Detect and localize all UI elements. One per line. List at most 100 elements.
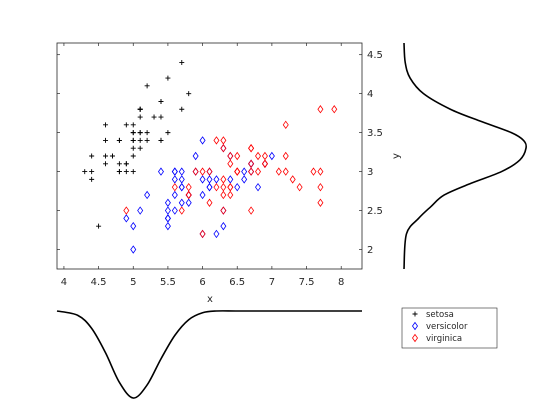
point-versicolor	[199, 229, 206, 239]
point-setosa	[179, 106, 185, 112]
legend-marker-virginica	[412, 333, 418, 343]
x-tick-label: 4	[61, 277, 67, 288]
point-versicolor	[130, 245, 137, 254]
point-versicolor	[178, 167, 185, 176]
point-virginica	[317, 105, 324, 114]
point-setosa	[116, 161, 122, 167]
point-setosa	[144, 137, 150, 143]
x-tick-label: 7	[269, 277, 275, 288]
point-virginica	[248, 167, 255, 176]
point-setosa	[137, 114, 143, 120]
point-versicolor	[192, 167, 199, 176]
point-virginica	[220, 175, 227, 184]
point-setosa	[158, 98, 164, 104]
point-versicolor	[192, 151, 199, 161]
y-tick-label: 2	[367, 245, 373, 256]
point-setosa	[116, 137, 122, 143]
point-virginica	[261, 151, 268, 161]
point-setosa	[103, 161, 109, 167]
legend-label-versicolor: versicolor	[426, 322, 468, 332]
point-versicolor	[171, 167, 178, 176]
point-setosa	[137, 145, 143, 151]
point-setosa	[123, 161, 129, 167]
point-versicolor	[171, 167, 178, 176]
point-versicolor	[206, 175, 213, 184]
point-virginica	[255, 151, 262, 161]
point-virginica	[206, 198, 213, 207]
point-versicolor	[171, 190, 178, 200]
point-setosa	[96, 223, 102, 229]
point-virginica	[317, 198, 324, 207]
point-setosa	[103, 153, 109, 159]
point-setosa	[186, 91, 192, 97]
point-setosa	[144, 83, 150, 89]
x-tick-label: 6	[199, 277, 205, 288]
point-virginica	[220, 136, 227, 145]
y-marginal-density-line	[403, 42, 528, 270]
point-virginica	[220, 206, 227, 215]
point-versicolor	[185, 190, 192, 200]
point-virginica	[248, 159, 255, 168]
point-versicolor	[185, 198, 192, 207]
point-setosa	[130, 130, 136, 136]
x-marginal-density-line	[56, 310, 362, 399]
point-setosa	[82, 169, 88, 175]
point-versicolor	[171, 206, 178, 215]
point-virginica	[178, 206, 185, 215]
point-setosa	[103, 137, 109, 143]
point-setosa	[137, 106, 143, 112]
point-virginica	[123, 206, 130, 215]
point-versicolor	[178, 182, 185, 192]
point-virginica	[213, 136, 220, 145]
point-virginica	[296, 182, 303, 192]
point-setosa	[130, 122, 136, 128]
point-virginica	[248, 144, 255, 153]
point-virginica	[227, 190, 234, 200]
point-virginica	[275, 167, 282, 176]
point-virginica	[282, 151, 289, 161]
point-versicolor	[227, 151, 234, 161]
point-setosa	[165, 130, 171, 136]
point-versicolor	[248, 159, 255, 168]
legend-label-setosa: setosa	[426, 310, 454, 320]
x-tick-label: 4.5	[91, 277, 107, 288]
point-virginica	[234, 151, 241, 161]
point-versicolor	[178, 175, 185, 184]
y-axis-label: y	[391, 153, 402, 159]
point-setosa	[130, 169, 136, 175]
point-versicolor	[178, 198, 185, 207]
point-setosa	[158, 137, 164, 143]
point-virginica	[199, 167, 206, 176]
point-virginica	[206, 167, 213, 176]
point-virginica	[289, 175, 296, 184]
point-versicolor	[227, 175, 234, 184]
point-virginica	[185, 182, 192, 192]
x-axis-ticks: 4 4.5 5 5.5 6 6.5 7 7.5 8	[61, 43, 344, 288]
point-virginica	[255, 167, 262, 176]
point-virginica	[234, 167, 241, 176]
point-versicolor	[248, 159, 255, 168]
point-setosa	[103, 122, 109, 128]
point-versicolor	[220, 221, 227, 231]
point-virginica	[282, 167, 289, 176]
point-setosa	[137, 137, 143, 143]
point-virginica	[192, 167, 199, 176]
y-tick-label: 3.5	[367, 128, 383, 139]
point-versicolor	[220, 206, 227, 215]
point-versicolor	[248, 167, 255, 176]
point-versicolor	[144, 190, 151, 200]
x-tick-label: 5.5	[160, 277, 176, 288]
point-versicolor	[164, 214, 171, 223]
point-virginica	[234, 167, 241, 176]
y-tick-label: 2.5	[367, 206, 383, 217]
y-tick-label: 4	[367, 89, 373, 100]
point-versicolor	[213, 175, 220, 184]
x-tick-label: 6.5	[229, 277, 245, 288]
y-tick-label: 3	[367, 167, 373, 178]
point-versicolor	[199, 190, 206, 200]
point-versicolor	[123, 214, 130, 223]
point-versicolor	[241, 167, 248, 176]
legend-label-virginica: virginica	[426, 334, 462, 344]
point-versicolor	[164, 198, 171, 207]
